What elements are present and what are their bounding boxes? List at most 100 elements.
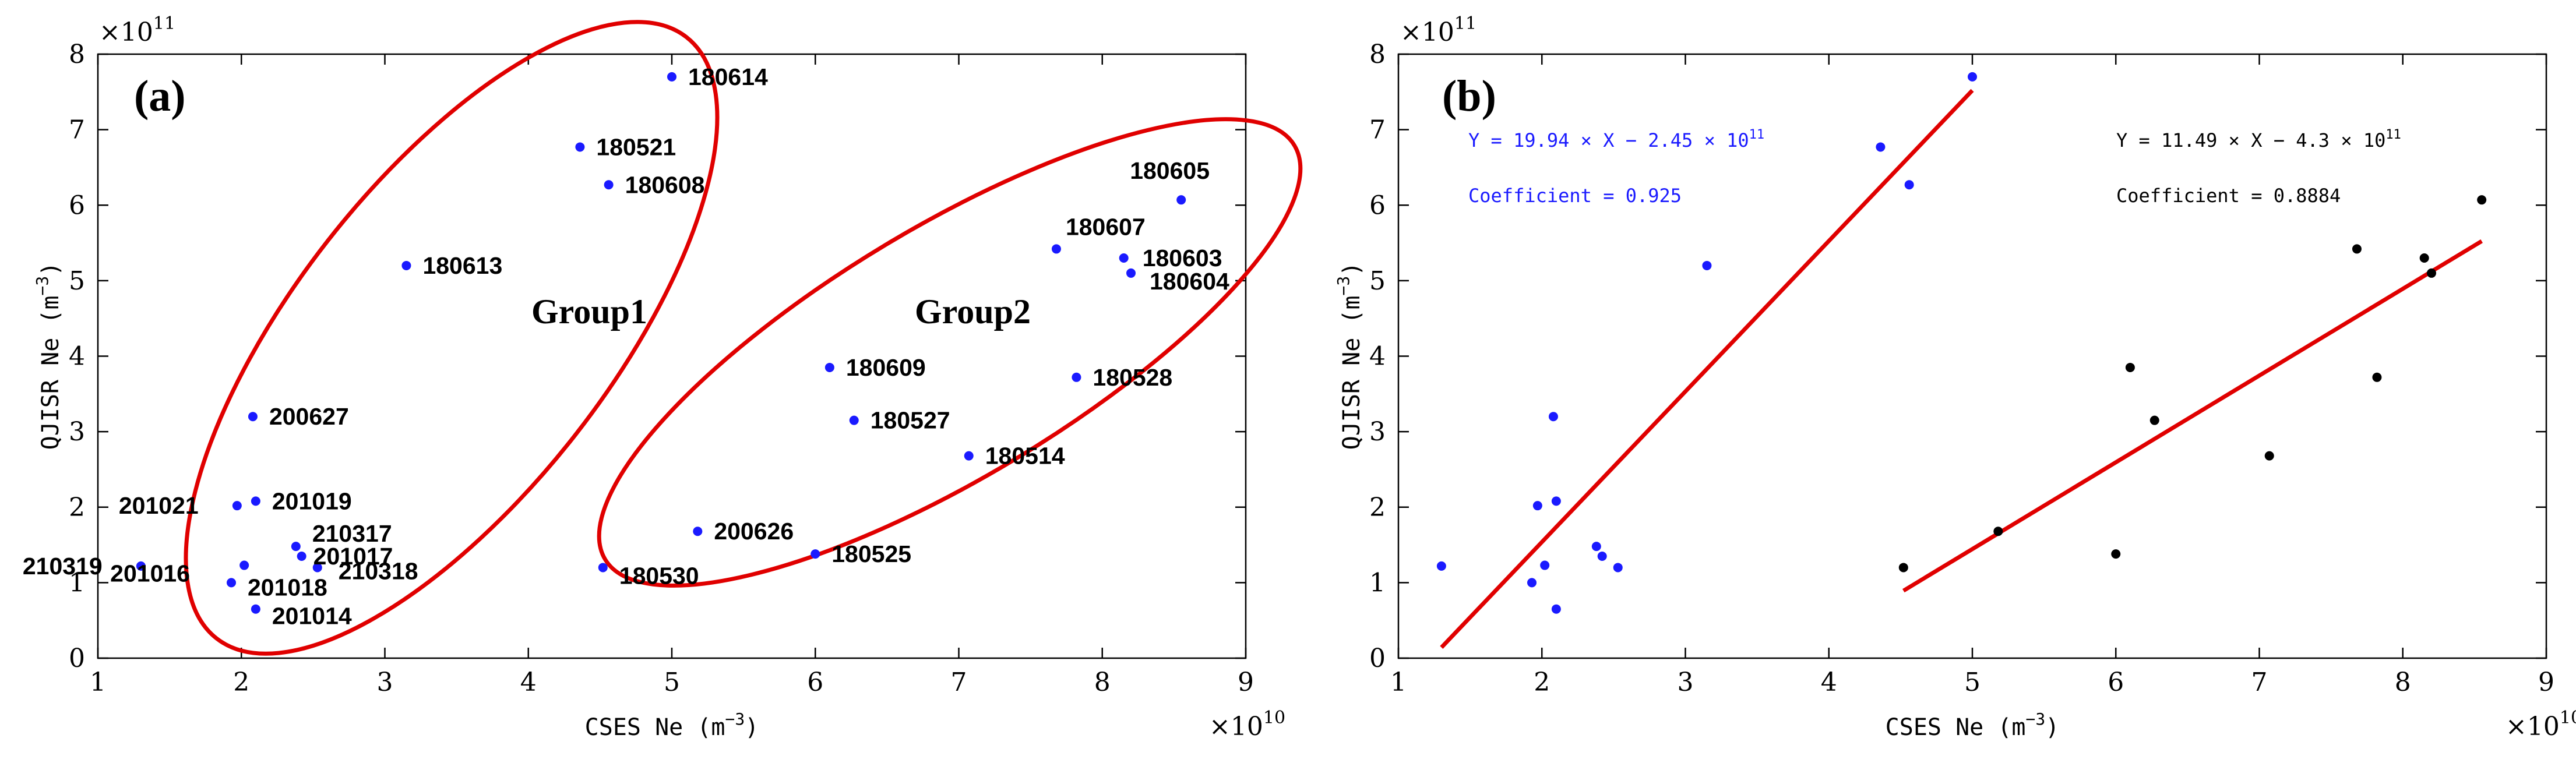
- group2-label: Group2: [915, 292, 1031, 331]
- point-label: 180604: [1150, 268, 1229, 295]
- data-point: [667, 72, 676, 82]
- group1-ellipse: [184, 20, 720, 656]
- data-point: [1597, 552, 1607, 561]
- point-label: 210317: [312, 520, 392, 547]
- data-point: [1993, 527, 2003, 536]
- panel-a-x-ticks: 1 2 3 4 5 6 7 8 9: [90, 54, 1254, 697]
- data-point: [604, 180, 614, 190]
- panel-b-y-axis-title: QJISR Ne (m−3): [1334, 262, 1365, 450]
- point-label: 200626: [714, 518, 794, 545]
- data-point: [227, 578, 237, 588]
- group1-fit-equation: Y = 19.94 × X − 2.45 × 1011: [1468, 128, 1764, 151]
- data-point: [251, 496, 260, 506]
- data-point: [810, 549, 820, 559]
- data-point: [1968, 72, 1977, 82]
- x-tick-label: 7: [2251, 667, 2268, 697]
- panel-b-points: [1436, 72, 2487, 614]
- data-point: [2149, 415, 2159, 425]
- panel-a-label: (a): [134, 72, 186, 121]
- panel-b-y-multiplier-base: ×10: [1400, 17, 1454, 47]
- data-point: [1898, 563, 1908, 573]
- x-tick-label: 5: [664, 667, 680, 697]
- group1-label: Group1: [531, 292, 647, 331]
- point-label: 180525: [831, 541, 911, 567]
- point-label: 210319: [23, 553, 103, 580]
- y-tick-label: 3: [69, 417, 85, 447]
- panel-a-y-title-text: QJISR Ne (m: [37, 295, 64, 450]
- point-label: 210318: [339, 557, 418, 584]
- panel-b-y-ticks: 0 1 2 3 4 5 6 7 8: [1369, 40, 2546, 673]
- x-tick-label: 5: [1964, 667, 1981, 697]
- point-label: 180528: [1093, 364, 1172, 391]
- y-tick-label: 4: [69, 342, 85, 372]
- data-point: [824, 362, 834, 372]
- data-point: [1702, 260, 1712, 270]
- data-point: [1436, 561, 1446, 571]
- panel-b-y-title-close: ): [1338, 262, 1365, 276]
- panel-a-x-axis-title: CSES Ne (m−3): [585, 709, 759, 741]
- panel-a-x-multiplier-base: ×10: [1209, 712, 1263, 741]
- data-point: [2372, 372, 2382, 382]
- y-tick-label: 7: [1369, 115, 1386, 145]
- data-point: [2477, 195, 2487, 205]
- x-tick-label: 6: [807, 667, 823, 697]
- y-tick-label: 4: [1369, 342, 1386, 372]
- group2-ellipse: [597, 117, 1303, 588]
- data-point: [2264, 451, 2274, 461]
- y-tick-label: 2: [1369, 493, 1386, 522]
- point-label: 180514: [985, 443, 1065, 469]
- point-label: 201016: [110, 560, 190, 587]
- data-point: [1540, 560, 1550, 570]
- panel-b-x-title-close: ): [2045, 714, 2059, 741]
- data-point: [693, 527, 703, 536]
- data-point: [1904, 180, 1914, 190]
- panel-a-x-title-exp: −3: [725, 709, 745, 729]
- panel-a-y-ticks: 0 1 2 3 4 5 6 7 8: [69, 40, 1246, 673]
- panel-a-x-title-close: ): [745, 714, 759, 741]
- x-tick-label: 3: [377, 667, 393, 697]
- data-point: [964, 451, 974, 461]
- data-point: [297, 552, 306, 561]
- y-tick-label: 6: [1369, 190, 1386, 220]
- data-point: [239, 560, 249, 570]
- data-point: [291, 542, 301, 552]
- x-tick-label: 1: [90, 667, 106, 697]
- panel-b-x-title-exp: −3: [2026, 709, 2046, 729]
- data-point: [136, 561, 146, 571]
- point-label: 180613: [422, 252, 502, 279]
- panel-b-x-multiplier-exp: 10: [2560, 708, 2576, 728]
- data-point: [2352, 244, 2362, 254]
- panel-b-x-ticks: 1 2 3 4 5 6 7 8 9: [1390, 54, 2554, 697]
- data-point: [575, 142, 585, 152]
- panel-a-y-multiplier: ×1011: [99, 13, 175, 47]
- point-label: 180605: [1130, 157, 1210, 184]
- data-point: [232, 501, 242, 511]
- data-point: [401, 260, 411, 270]
- x-tick-label: 2: [1534, 667, 1550, 697]
- y-tick-label: 7: [69, 115, 85, 145]
- x-tick-label: 9: [1238, 667, 1254, 697]
- point-label: 200627: [269, 403, 349, 430]
- group2-fit-equation: Y = 11.49 × X − 4.3 × 1011: [2116, 128, 2401, 151]
- x-tick-label: 3: [1678, 667, 1694, 697]
- panel-b-x-multiplier: ×1010: [2505, 708, 2576, 741]
- y-tick-label: 0: [69, 644, 85, 673]
- group2-fit-coefficient: Coefficient = 0.8884: [2116, 185, 2341, 207]
- data-point: [1551, 604, 1561, 614]
- panel-b-x-axis-title: CSES Ne (m−3): [1886, 709, 2060, 741]
- x-tick-label: 1: [1390, 667, 1407, 697]
- point-label: 201019: [272, 488, 352, 514]
- group2-fit-equation-exp: 11: [2385, 128, 2401, 142]
- panel-b-y-title-exp: −3: [1334, 276, 1353, 296]
- point-label: 201021: [119, 492, 199, 519]
- data-point: [1119, 253, 1129, 263]
- group1-fit-equation-exp: 11: [1749, 128, 1765, 142]
- y-tick-label: 6: [69, 190, 85, 220]
- data-point: [2125, 362, 2135, 372]
- data-point: [1527, 578, 1537, 588]
- data-point: [1548, 412, 1558, 422]
- data-point: [598, 563, 608, 573]
- group2-fit-equation-text: Y = 11.49 × X − 4.3 × 10: [2116, 129, 2385, 151]
